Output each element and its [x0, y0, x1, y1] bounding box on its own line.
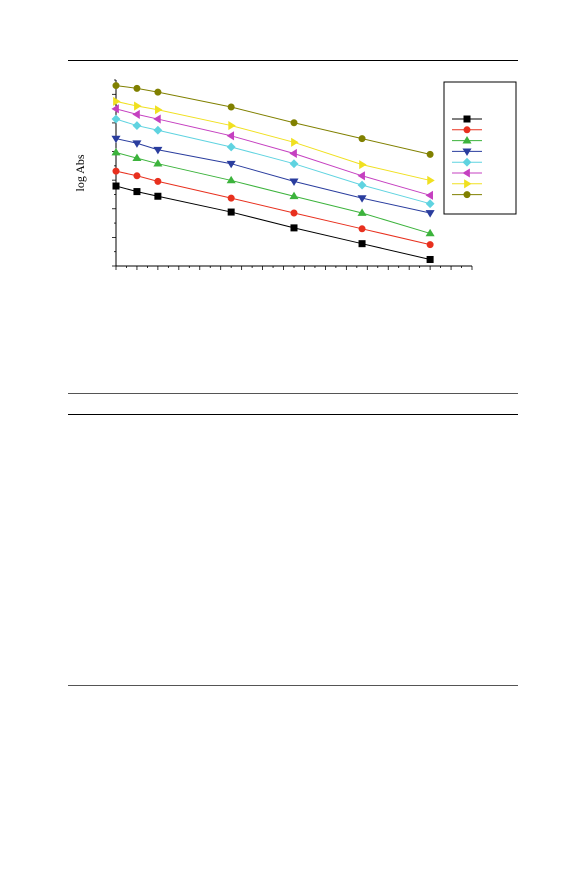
- series-1-point: [290, 224, 298, 232]
- legend-entry-3: [452, 136, 482, 144]
- legend-entry-8: [452, 191, 482, 199]
- series-5-point: [226, 142, 236, 152]
- legend-marker: [463, 126, 471, 134]
- legend-entry-5: [452, 157, 482, 167]
- legend-entry-6: [452, 168, 482, 178]
- bottom-rule: [68, 685, 518, 686]
- series-3-point: [111, 147, 121, 156]
- legend-marker: [463, 191, 471, 199]
- series-8-point: [290, 119, 298, 127]
- series-6-point: [357, 171, 365, 181]
- series-4-point: [153, 146, 163, 155]
- series-3-point: [132, 153, 142, 161]
- series-4-line: [115, 138, 431, 214]
- series-1-point: [112, 182, 120, 190]
- series-1-point: [426, 255, 434, 263]
- series-3-point: [357, 208, 367, 216]
- series-8-point: [358, 135, 366, 143]
- legend-marker: [463, 115, 471, 123]
- series-6-point: [289, 148, 297, 159]
- series-3-point: [226, 175, 236, 184]
- series-5-point: [357, 180, 367, 190]
- legend-entry-1: [452, 115, 482, 123]
- chart-series-layer: [111, 82, 435, 263]
- series-4-point: [132, 140, 142, 148]
- series-8-point: [154, 88, 162, 96]
- series-6-point: [153, 114, 161, 124]
- series-5-point: [111, 114, 121, 124]
- series-5-point: [289, 159, 299, 169]
- series-6-point: [425, 190, 433, 200]
- series-1-point: [133, 188, 141, 196]
- series-6: [111, 104, 433, 200]
- series-2-point: [426, 241, 434, 249]
- series-2-point: [112, 167, 120, 175]
- series-5: [111, 114, 435, 209]
- series-4-point: [357, 195, 367, 203]
- series-4-point: [226, 160, 236, 169]
- series-5-point: [153, 125, 163, 135]
- legend-marker: [462, 168, 470, 178]
- series-3-point: [289, 191, 299, 200]
- legend-marker: [464, 179, 472, 189]
- series-3-line: [115, 152, 431, 234]
- series-1-point: [227, 208, 235, 216]
- series-7-point: [427, 175, 435, 185]
- series-5-point: [132, 121, 142, 130]
- series-7: [113, 96, 435, 185]
- series-3: [111, 147, 435, 237]
- series-3-point: [425, 228, 435, 237]
- series-2-point: [154, 177, 162, 185]
- y-axis-label: log Abs: [73, 154, 87, 191]
- series-8-point: [133, 84, 141, 92]
- series-8-point: [112, 82, 120, 90]
- series-2-point: [358, 225, 366, 233]
- series-2-point: [133, 172, 141, 180]
- series-7-point: [155, 105, 163, 115]
- top-rule: [68, 60, 518, 61]
- series-1: [112, 182, 434, 263]
- caption-bottom-rule: [68, 414, 518, 415]
- series-1-point: [358, 240, 366, 248]
- series-3-point: [153, 159, 163, 167]
- series-8: [112, 82, 434, 158]
- series-6-point: [111, 104, 119, 114]
- legend-marker: [462, 148, 472, 156]
- series-8-point: [426, 150, 434, 158]
- legend-entry-4: [452, 148, 482, 156]
- series-6-point: [226, 131, 235, 141]
- series-7-point: [291, 137, 299, 147]
- series-6-point: [132, 109, 140, 119]
- legend-marker: [462, 157, 472, 167]
- series-2-point: [227, 194, 235, 202]
- series-2: [112, 167, 434, 249]
- series-4-point: [289, 178, 299, 186]
- legend-entry-7: [452, 179, 482, 189]
- caption-top-rule: [68, 393, 518, 394]
- series-7-line: [115, 100, 431, 181]
- series-1-point: [154, 192, 162, 200]
- series-5-point: [425, 199, 435, 209]
- series-1-line: [115, 185, 431, 260]
- series-4-point: [111, 135, 121, 144]
- legend-box: [443, 81, 517, 215]
- chart-legend: [443, 81, 517, 215]
- series-7-point: [113, 96, 121, 106]
- series-4-point: [425, 210, 435, 218]
- series-4: [111, 135, 435, 218]
- legend-entry-2: [452, 126, 482, 134]
- series-7-point: [359, 160, 367, 170]
- series-7-point: [134, 101, 142, 111]
- series-8-point: [227, 103, 235, 111]
- series-2-point: [290, 209, 298, 217]
- series-7-point: [228, 121, 236, 131]
- legend-marker: [462, 136, 472, 144]
